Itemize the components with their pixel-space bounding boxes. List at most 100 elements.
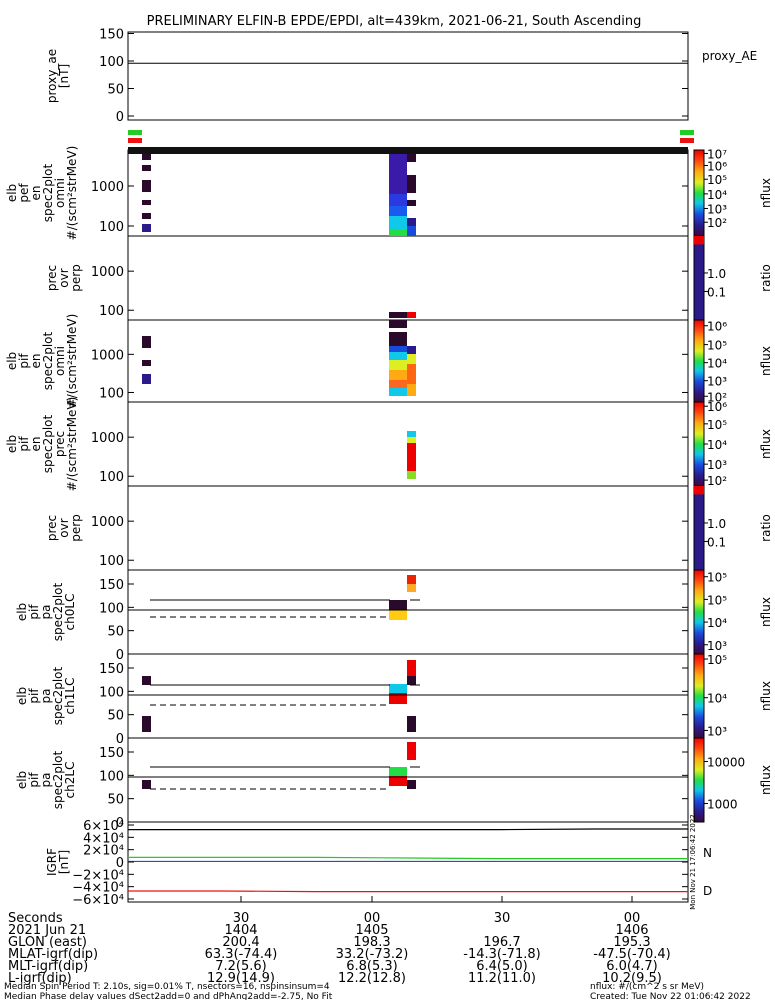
spectrogram-cell-ions-prec xyxy=(407,437,416,443)
y-tick-label: 0 xyxy=(116,856,124,871)
spectrogram-cell-ions xyxy=(142,374,151,384)
y-tick-label: 150 xyxy=(99,662,124,677)
spectrogram-cell-ions xyxy=(389,332,407,346)
pitch-angle-cell-ch1 xyxy=(407,660,416,676)
y-axis-label: ovr xyxy=(57,268,71,287)
footer-row-label: L-igrf(dip) xyxy=(8,971,72,986)
pitch-angle-cell-ch0 xyxy=(407,575,416,584)
colorbar xyxy=(693,149,705,237)
colorbar-label: nflux xyxy=(759,597,773,627)
colorbar-tick-label: 1000 xyxy=(707,798,738,812)
colorbar-tick-label: 10³ xyxy=(707,202,727,216)
y-tick-label: 100 xyxy=(99,470,124,485)
y-axis-label: [nT] xyxy=(57,64,71,88)
pitch-angle-cell-ch0 xyxy=(389,600,407,610)
y-tick-label: 1000 xyxy=(91,265,124,280)
footer-row-value: 33.2(-73.2) xyxy=(336,947,409,962)
footer-units: nflux: #/(cm^2 s sr MeV) xyxy=(590,982,704,992)
panel-elb_pif_en_spec2plot_omni: 1000 100 elbpifenspec2plotomni#/(scm²strMe… xyxy=(5,314,773,409)
y-tick-label: 6×10⁴ xyxy=(83,819,124,834)
y-tick-label: 100 xyxy=(99,220,124,235)
colorbar-top-color xyxy=(694,486,704,495)
footer-row-value: 1404 xyxy=(224,923,257,938)
y-axis-label: elb xyxy=(5,435,19,453)
spectrogram-cell-electrons xyxy=(389,206,407,216)
y-tick-label: 150 xyxy=(99,746,124,761)
spectrogram-cell-electrons xyxy=(389,230,407,236)
colorbar-tick-label: 10³ xyxy=(707,375,727,389)
pitch-angle-cell-ch2 xyxy=(407,742,416,760)
colorbar-top-color xyxy=(694,236,704,245)
footer-row-value: 00 xyxy=(364,911,381,926)
colorbar-label: ratio xyxy=(759,514,773,542)
status-bar xyxy=(128,130,142,135)
pitch-angle-cell-ch2 xyxy=(389,776,407,786)
spectrogram-cell-ions xyxy=(142,336,151,348)
colorbar-tick-label: 10⁴ xyxy=(707,692,727,706)
pitch-angle-cell-ch2 xyxy=(142,780,151,789)
pitch-angle-cell-ch1 xyxy=(407,676,416,685)
footer-row-label: MLT-igrf(dip) xyxy=(8,959,88,974)
y-axis-label: ch1LC xyxy=(63,678,77,715)
colorbar-label: ratio xyxy=(759,264,773,292)
igrf-legend-N: N xyxy=(703,846,712,860)
footer-row-value: 30 xyxy=(494,911,511,926)
y-axis-label: pa xyxy=(39,689,53,704)
y-tick-label: 50 xyxy=(107,625,124,640)
igrf-line-D xyxy=(128,890,688,893)
y-tick-label: 1000 xyxy=(91,348,124,363)
y-axis-label: perp xyxy=(69,514,83,542)
footer-row-value: 7.2(5.6) xyxy=(215,959,267,974)
y-axis-label: ovr xyxy=(57,518,71,537)
spectrogram-cell-electrons xyxy=(389,194,407,206)
spectrogram-cell-electrons xyxy=(389,216,407,230)
spectrogram-cell-electrons xyxy=(142,213,151,219)
y-axis-label: elb xyxy=(5,184,19,202)
panel-elb_pef_en_spec2plot_omni: 1000 100 elbpefenspec2plotomni#/(scm²strMe… xyxy=(5,146,773,241)
colorbar xyxy=(693,235,705,321)
footer-row-value: 63.3(-74.4) xyxy=(205,947,278,962)
spectrogram-cell-electrons xyxy=(142,154,151,160)
footer-row-value: 1406 xyxy=(615,923,648,938)
status-bar xyxy=(128,138,142,143)
spectrogram-cell-electrons xyxy=(407,175,416,193)
colorbar-tick-label: 10000 xyxy=(707,756,745,770)
y-tick-label: 1000 xyxy=(91,515,124,530)
panel-frame xyxy=(127,821,689,903)
spectrogram-cell-electrons xyxy=(389,154,407,194)
y-tick-label: 0 xyxy=(116,816,124,831)
footer-row-value: -47.5(-70.4) xyxy=(593,947,670,962)
colorbar-tick-label: 10⁴ xyxy=(707,357,727,371)
y-axis-label: en xyxy=(29,354,43,369)
y-tick-label: 50 xyxy=(107,83,124,98)
panel-frame xyxy=(127,31,689,121)
colorbar xyxy=(693,653,705,739)
spectrogram-cell-ions-prec xyxy=(407,443,416,471)
spectrogram-cell-ions xyxy=(407,364,416,384)
y-axis-label: prec xyxy=(53,431,67,457)
y-axis-label: proxy_ae xyxy=(45,49,59,103)
proxy-ae-legend: proxy_AE xyxy=(702,49,757,63)
y-axis-label: ch0LC xyxy=(63,594,77,631)
colorbar-tick-label: 0.1 xyxy=(707,285,726,299)
colorbar-tick-label: 10⁵ xyxy=(707,173,727,187)
y-tick-label: 4×10⁴ xyxy=(83,831,124,846)
y-tick-label: 150 xyxy=(99,578,124,593)
plot-title: PRELIMINARY ELFIN-B EPDE/EPDI, alt=439km… xyxy=(147,14,642,29)
footer-row-value: 11.2(11.0) xyxy=(468,971,536,986)
colorbar-label: nflux xyxy=(759,346,773,376)
y-tick-label: 0 xyxy=(116,648,124,663)
colorbar-tick-label: 10⁶ xyxy=(707,400,727,414)
y-tick-label: 100 xyxy=(99,386,124,401)
colorbar-tick-label: 10⁵ xyxy=(707,571,727,585)
y-tick-label: 150 xyxy=(99,28,124,43)
igrf-line-E xyxy=(128,856,688,860)
spectrogram-cell-ratio xyxy=(407,312,416,318)
y-tick-label: 1000 xyxy=(91,431,124,446)
panel-frame xyxy=(127,485,689,571)
y-axis-label: spec2plot xyxy=(51,582,65,641)
spectrogram-cell-ions xyxy=(407,384,416,396)
colorbar-tick-label: 10⁴ xyxy=(707,188,727,202)
footer-row-value: -14.3(-71.8) xyxy=(463,947,540,962)
